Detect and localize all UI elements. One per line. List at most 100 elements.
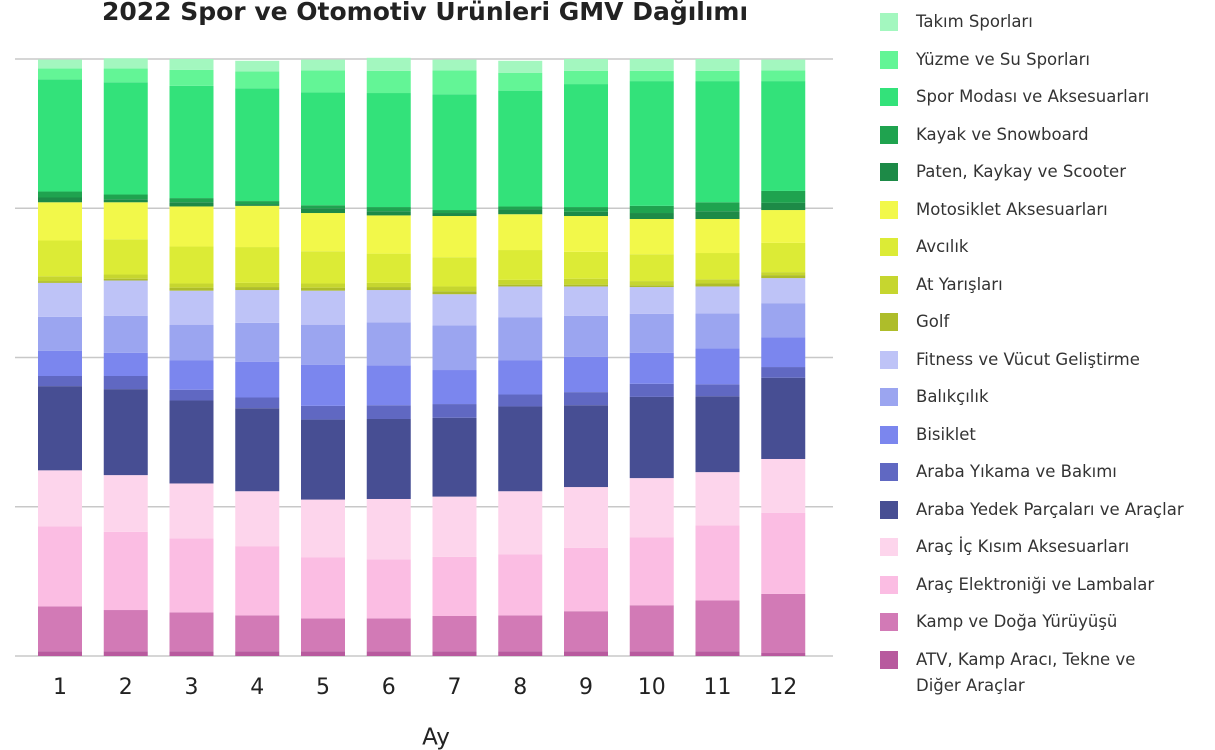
bar-segment xyxy=(38,68,82,80)
bar-segment xyxy=(366,418,411,499)
legend-swatch xyxy=(880,275,898,294)
bar-segment xyxy=(38,651,82,656)
bar-segment xyxy=(235,71,280,89)
bar-segment xyxy=(103,352,148,377)
legend-label: Bisiklet xyxy=(916,424,976,444)
legend-swatch xyxy=(880,313,898,331)
bar-segment xyxy=(498,284,543,287)
bar-segment xyxy=(432,257,477,287)
bar-segment xyxy=(366,93,411,208)
bar-segment xyxy=(498,286,543,318)
bar-segment xyxy=(103,58,148,69)
x-tick-label: 3 xyxy=(185,675,199,700)
bar-segment xyxy=(38,376,82,387)
bar-segment xyxy=(235,88,280,202)
bar-segment xyxy=(629,205,674,214)
legend-swatch xyxy=(880,500,898,519)
bar-segment xyxy=(629,537,674,606)
x-tick-label: 2 xyxy=(119,675,133,700)
bar-segment xyxy=(432,210,477,214)
bar-segment xyxy=(366,498,411,560)
bar-segment xyxy=(498,491,543,555)
legend-swatch xyxy=(880,125,898,144)
bar-segment xyxy=(695,279,740,284)
bar-segment xyxy=(169,612,214,652)
bar-segment xyxy=(564,286,608,316)
bar-segment xyxy=(103,194,148,200)
x-tick-label: 10 xyxy=(638,675,666,700)
bar-segment xyxy=(235,491,280,547)
bar-segment xyxy=(432,286,477,292)
bar-segment xyxy=(301,405,345,420)
bar-segment xyxy=(169,206,214,247)
bar-segment xyxy=(629,287,674,314)
bar-segment xyxy=(498,554,543,616)
bar-segment xyxy=(564,356,608,393)
bar-segment xyxy=(301,208,345,214)
bar-segment xyxy=(103,610,148,652)
bar-segment xyxy=(498,209,543,215)
bar-segment xyxy=(695,651,740,656)
bar-segment xyxy=(695,59,740,71)
bar-segment xyxy=(169,483,214,539)
bar-segment xyxy=(301,251,345,284)
bar-segment xyxy=(629,478,674,538)
x-tick-label: 9 xyxy=(579,675,593,700)
bar-segment xyxy=(169,400,214,484)
bar-segment xyxy=(103,531,148,611)
legend-swatch xyxy=(880,238,898,256)
bar-segment xyxy=(169,85,214,199)
bar-segment xyxy=(629,70,674,82)
bar-segment xyxy=(498,360,543,395)
bar-segment xyxy=(301,499,345,558)
bar-segment xyxy=(564,547,608,612)
bar-segment xyxy=(695,218,740,254)
legend-label: Fitness ve Vücut Geliştirme xyxy=(916,349,1140,369)
bar-segment xyxy=(169,246,214,284)
bar-segment xyxy=(103,199,148,203)
bar-segment xyxy=(629,213,674,219)
bar-segment xyxy=(695,283,740,287)
bar-segment xyxy=(235,408,280,492)
bar-segment xyxy=(169,69,214,86)
bar-segment xyxy=(432,216,477,258)
legend-label: Paten, Kaykay ve Scooter xyxy=(916,162,1126,181)
legend-swatch xyxy=(880,200,898,219)
legend-swatch xyxy=(880,13,898,31)
bar-segment xyxy=(38,606,82,652)
bar-segment xyxy=(235,651,280,656)
bar-segment xyxy=(38,59,82,69)
bar-segment xyxy=(38,316,82,351)
bar-segment xyxy=(432,94,477,211)
bar-segment xyxy=(695,384,740,397)
legend-label: Araba Yedek Parçaları ve Araçlar xyxy=(916,499,1184,519)
bar-segment xyxy=(564,284,608,287)
bar-segment xyxy=(498,279,543,285)
legend-label: Araba Yıkama ve Bakımı xyxy=(916,462,1117,481)
bar-segment xyxy=(564,487,608,548)
bar-segment xyxy=(432,70,477,95)
bar-segment xyxy=(695,348,740,385)
bar-segment xyxy=(432,556,477,617)
bar-segment xyxy=(629,285,674,288)
legend-swatch xyxy=(880,613,898,631)
bar-segment xyxy=(695,81,740,203)
bar-segment xyxy=(629,254,674,282)
bar-segment xyxy=(38,470,82,527)
bar-segment xyxy=(38,276,82,282)
legend-label: Yüzme ve Su Sporları xyxy=(916,49,1090,69)
bar-segment xyxy=(629,651,674,656)
x-tick-label: 7 xyxy=(448,675,462,700)
bar-segment xyxy=(564,84,608,208)
bar-segment xyxy=(564,59,608,71)
bar-segment xyxy=(432,294,477,326)
bar-segment xyxy=(761,377,806,459)
bar-segment xyxy=(235,204,280,206)
bar-segment xyxy=(629,281,674,286)
chart-title: 2022 Spor ve Otomotiv Ürünleri GMV Dağıl… xyxy=(102,0,748,26)
legend-swatch xyxy=(880,575,898,594)
bar-segment xyxy=(38,202,82,241)
bar-segment xyxy=(366,559,411,619)
bar-segment xyxy=(432,417,477,497)
bar-segment xyxy=(564,611,608,652)
